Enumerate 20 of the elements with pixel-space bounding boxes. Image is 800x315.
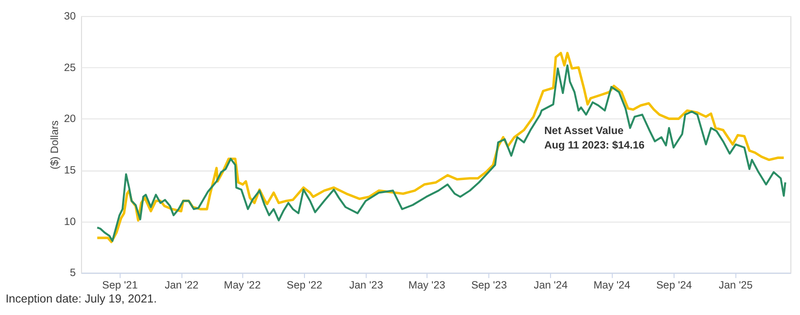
y-tick-label: 15 <box>64 164 76 176</box>
x-tick-label: May '22 <box>224 280 261 292</box>
x-tick-label: Sep '21 <box>102 280 138 292</box>
x-tick-label: Sep '22 <box>286 280 322 292</box>
annotation: Net Asset Value Aug 11 2023: $14.16 <box>544 124 645 152</box>
x-tick-label: Jan '22 <box>164 280 199 292</box>
x-tick-label: Jan '23 <box>349 280 384 292</box>
x-tick-label: Jan '25 <box>718 280 753 292</box>
y-tick-label: 20 <box>64 113 76 126</box>
y-tick-label: 25 <box>64 62 76 74</box>
x-tick-label: Sep '24 <box>656 280 692 292</box>
x-tick-label: May '24 <box>593 280 630 292</box>
y-tick-label: 30 <box>64 10 76 22</box>
text: Inception date: July 19, 2021. <box>6 294 157 306</box>
y-tick-label: 10 <box>64 216 76 228</box>
x-tick-label: May '23 <box>408 280 446 292</box>
y-axis-title: ($) Dollars <box>49 120 62 170</box>
x-tick-label: Jan '24 <box>534 280 568 292</box>
x-tick-label: Sep '23 <box>471 280 507 292</box>
y-tick-label: 5 <box>70 267 76 280</box>
